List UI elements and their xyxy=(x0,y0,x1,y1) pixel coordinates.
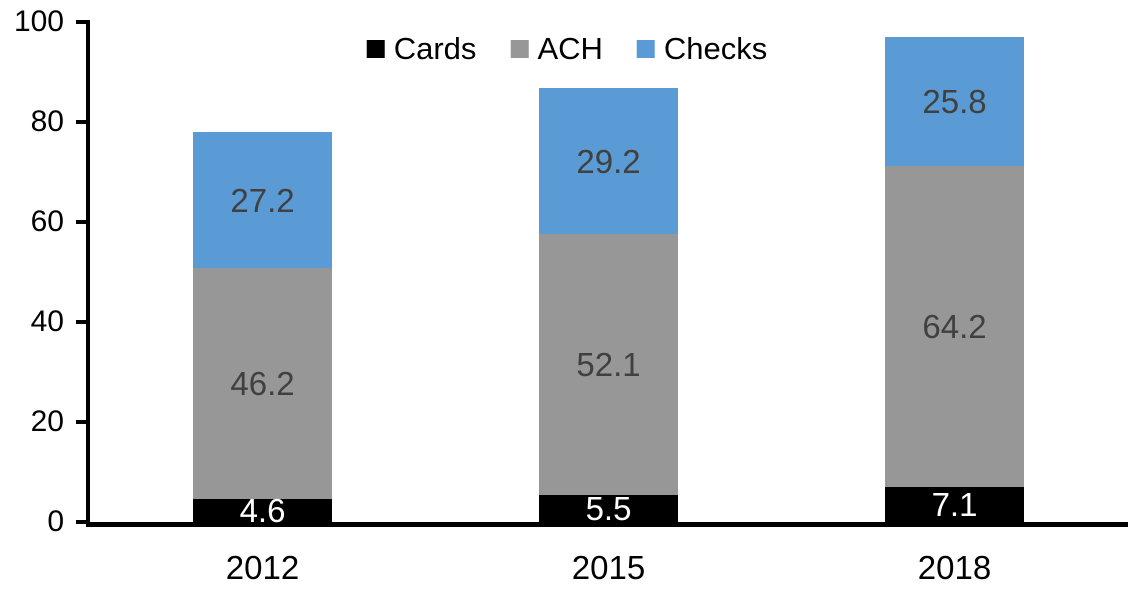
bar-value-label: 5.5 xyxy=(585,489,632,527)
y-tick-label: 40 xyxy=(30,305,64,338)
y-axis-tick xyxy=(76,120,87,124)
bar-value-label: 27.2 xyxy=(230,181,295,219)
legend-label: Checks xyxy=(663,31,768,66)
y-axis-tick xyxy=(76,420,87,424)
x-tick-label: 2015 xyxy=(571,549,646,586)
bar-segment-ach xyxy=(193,268,332,499)
bar-segment-checks xyxy=(885,36,1024,166)
bar-segment-checks xyxy=(193,132,332,268)
bar-segment-cards xyxy=(539,494,678,522)
bar-value-label: 4.6 xyxy=(239,492,286,529)
x-axis-line xyxy=(86,522,1128,527)
legend-label: Cards xyxy=(393,31,477,66)
legend-swatch-cards xyxy=(366,39,385,58)
y-axis-tick xyxy=(76,520,87,524)
bar-segment-ach xyxy=(539,234,678,495)
y-axis-tick xyxy=(76,220,87,224)
bar-value-label: 25.8 xyxy=(922,82,987,120)
x-tick-label: 2012 xyxy=(225,549,300,586)
y-tick-label: 0 xyxy=(47,505,64,538)
legend-item: Checks xyxy=(636,31,768,66)
legend-item: ACH xyxy=(510,31,603,66)
chart-legend: Cards ACH Checks xyxy=(366,31,768,66)
legend-swatch-ach xyxy=(510,39,529,58)
bar-segment-cards xyxy=(885,486,1024,522)
bar-value-label: 29.2 xyxy=(576,142,641,180)
legend-swatch-checks xyxy=(636,39,655,58)
y-tick-label: 20 xyxy=(30,405,64,438)
y-axis-tick xyxy=(76,20,87,24)
x-tick-label: 2018 xyxy=(917,549,992,586)
y-tick-label: 100 xyxy=(13,5,64,38)
y-axis-line xyxy=(86,20,90,527)
y-tick-label: 80 xyxy=(30,105,64,138)
y-tick-label: 60 xyxy=(30,205,64,238)
legend-label: ACH xyxy=(537,31,603,66)
legend-item: Cards xyxy=(366,31,477,66)
bar-value-label: 46.2 xyxy=(230,365,295,402)
bar-segment-checks xyxy=(539,88,678,234)
y-axis-tick xyxy=(76,320,87,324)
bar-value-label: 64.2 xyxy=(922,307,987,345)
bar-value-label: 52.1 xyxy=(576,345,641,383)
bar-segment-cards xyxy=(193,499,332,522)
bar-value-label: 7.1 xyxy=(931,485,978,523)
bar-segment-ach xyxy=(885,165,1024,487)
